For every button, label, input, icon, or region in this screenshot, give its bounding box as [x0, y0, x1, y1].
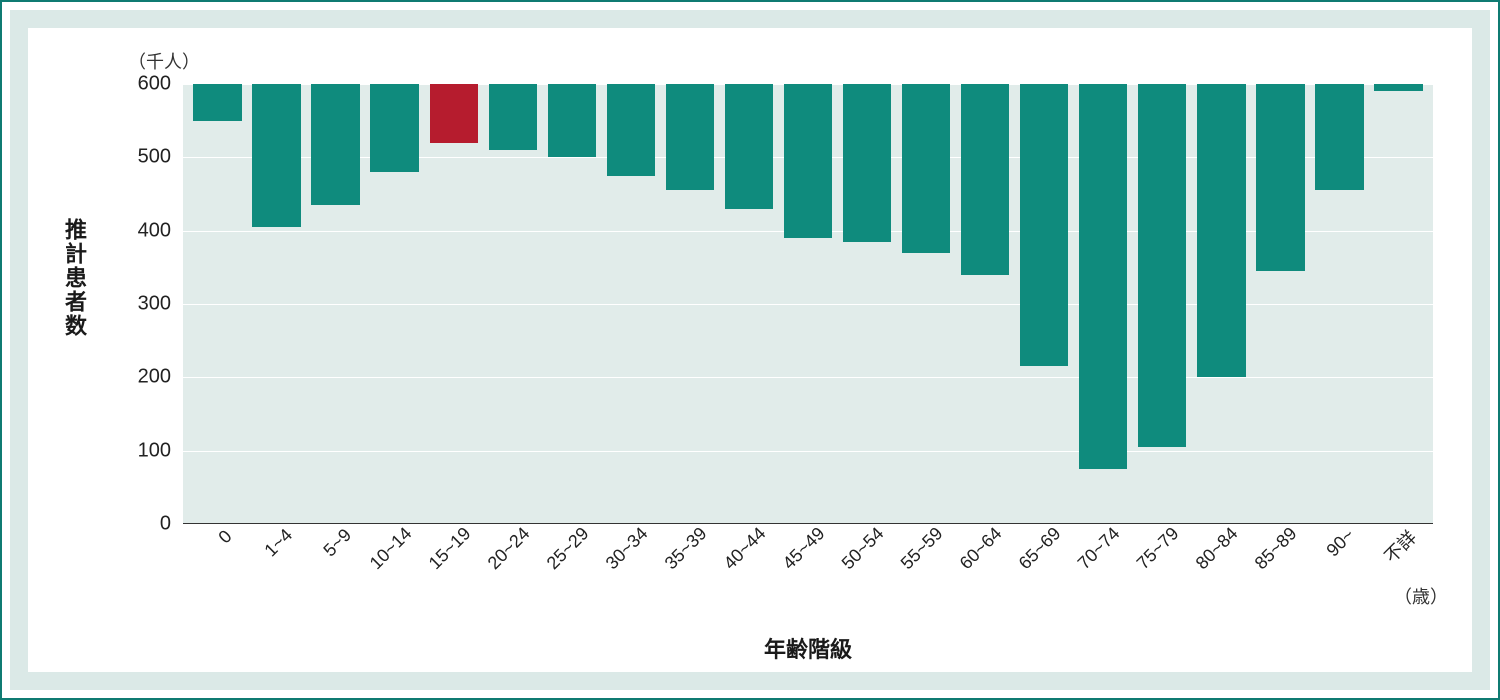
x-tick-label: 80~84: [1192, 523, 1243, 574]
x-axis-baseline: [183, 523, 1433, 524]
x-tick-label: 65~69: [1015, 523, 1066, 574]
bar-slot: 45~49: [778, 84, 837, 524]
bar-slot: 30~34: [601, 84, 660, 524]
x-tick-label: 不詳: [1378, 524, 1422, 568]
chart-outer-frame: （千人） 推計患者数 01~45~910~1415~1920~2425~2930…: [0, 0, 1500, 700]
y-axis-title: 推計患者数: [58, 218, 90, 338]
bar-slot: 60~64: [956, 84, 1015, 524]
x-tick-label: 5~9: [319, 525, 355, 561]
bar-slot: 80~84: [1192, 84, 1251, 524]
bar: [252, 84, 300, 227]
bar-slot: 不詳: [1369, 84, 1428, 524]
bar-slot: 90~: [1310, 84, 1369, 524]
x-tick-label: 15~19: [424, 523, 475, 574]
bars-container: 01~45~910~1415~1920~2425~2930~3435~3940~…: [183, 84, 1433, 524]
bar: [193, 84, 241, 121]
bar: [548, 84, 596, 157]
bar: [311, 84, 359, 205]
bar-slot: 55~59: [897, 84, 956, 524]
chart-card: （千人） 推計患者数 01~45~910~1415~1920~2425~2930…: [28, 28, 1472, 672]
y-tick-label: 400: [121, 219, 171, 242]
y-axis-unit: （千人）: [128, 48, 200, 74]
bar-slot: 35~39: [660, 84, 719, 524]
bar-slot: 70~74: [1074, 84, 1133, 524]
bar-slot: 75~79: [1133, 84, 1192, 524]
y-tick-label: 300: [121, 293, 171, 316]
x-tick-label: 1~4: [260, 525, 296, 561]
x-tick-label: 70~74: [1074, 523, 1125, 574]
x-tick-label: 25~29: [542, 523, 593, 574]
plot-area: 01~45~910~1415~1920~2425~2930~3435~3940~…: [183, 84, 1433, 524]
x-tick-label: 20~24: [483, 523, 534, 574]
bar-slot: 50~54: [838, 84, 897, 524]
bar: [489, 84, 537, 150]
x-tick-label: 90~: [1323, 525, 1359, 561]
bar: [902, 84, 950, 253]
chart-inner-pad: （千人） 推計患者数 01~45~910~1415~1920~2425~2930…: [10, 10, 1490, 690]
x-tick-label: 85~89: [1251, 523, 1302, 574]
x-tick-label: 75~79: [1133, 523, 1184, 574]
x-tick-label: 0: [214, 526, 236, 548]
x-axis-unit: （歳）: [1394, 583, 1448, 609]
bar: [370, 84, 418, 172]
bar-slot: 1~4: [247, 84, 306, 524]
bar: [784, 84, 832, 238]
x-tick-label: 55~59: [897, 523, 948, 574]
y-tick-label: 0: [121, 513, 171, 536]
x-tick-label: 10~14: [365, 523, 416, 574]
y-tick-label: 100: [121, 439, 171, 462]
x-tick-label: 50~54: [838, 523, 889, 574]
bar-slot: 15~19: [424, 84, 483, 524]
bar-slot: 25~29: [542, 84, 601, 524]
bar: [1197, 84, 1245, 377]
bar-slot: 10~14: [365, 84, 424, 524]
bar: [666, 84, 714, 190]
bar-slot: 20~24: [483, 84, 542, 524]
bar: [1138, 84, 1186, 447]
bar-slot: 0: [188, 84, 247, 524]
bar: [961, 84, 1009, 275]
bar: [843, 84, 891, 242]
bar-slot: 40~44: [719, 84, 778, 524]
bar: [725, 84, 773, 209]
y-tick-label: 600: [121, 73, 171, 96]
bar: [1256, 84, 1304, 271]
x-tick-label: 35~39: [661, 523, 712, 574]
bar-slot: 85~89: [1251, 84, 1310, 524]
bar: [607, 84, 655, 176]
bar-slot: 65~69: [1015, 84, 1074, 524]
x-tick-label: 45~49: [779, 523, 830, 574]
x-tick-label: 60~64: [956, 523, 1007, 574]
bar: [1079, 84, 1127, 469]
y-tick-label: 200: [121, 366, 171, 389]
bar: [1020, 84, 1068, 366]
x-tick-label: 40~44: [720, 523, 771, 574]
y-tick-label: 500: [121, 146, 171, 169]
bar: [1374, 84, 1422, 91]
x-tick-label: 30~34: [601, 523, 652, 574]
bar-slot: 5~9: [306, 84, 365, 524]
bar: [1315, 84, 1363, 190]
bar-highlight: [430, 84, 478, 143]
x-axis-title: 年齢階級: [764, 632, 852, 664]
